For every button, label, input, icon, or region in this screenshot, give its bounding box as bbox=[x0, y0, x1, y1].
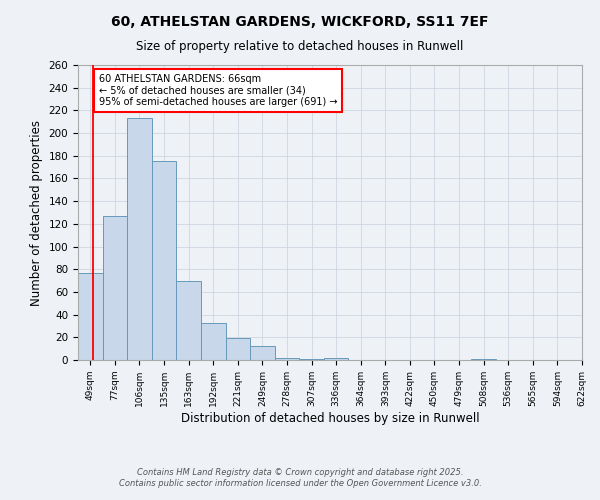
Text: Contains HM Land Registry data © Crown copyright and database right 2025.
Contai: Contains HM Land Registry data © Crown c… bbox=[119, 468, 481, 487]
Bar bbox=[152, 162, 176, 360]
Bar bbox=[275, 358, 299, 360]
Bar bbox=[324, 358, 349, 360]
Text: 60, ATHELSTAN GARDENS, WICKFORD, SS11 7EF: 60, ATHELSTAN GARDENS, WICKFORD, SS11 7E… bbox=[111, 15, 489, 29]
Bar bbox=[201, 322, 226, 360]
Bar bbox=[472, 359, 496, 360]
Bar bbox=[127, 118, 152, 360]
Bar bbox=[299, 359, 324, 360]
Y-axis label: Number of detached properties: Number of detached properties bbox=[30, 120, 43, 306]
Bar bbox=[103, 216, 127, 360]
Text: 60 ATHELSTAN GARDENS: 66sqm
← 5% of detached houses are smaller (34)
95% of semi: 60 ATHELSTAN GARDENS: 66sqm ← 5% of deta… bbox=[99, 74, 337, 108]
Text: Size of property relative to detached houses in Runwell: Size of property relative to detached ho… bbox=[136, 40, 464, 53]
X-axis label: Distribution of detached houses by size in Runwell: Distribution of detached houses by size … bbox=[181, 412, 479, 424]
Bar bbox=[176, 280, 201, 360]
Bar bbox=[250, 346, 275, 360]
Bar bbox=[226, 338, 250, 360]
Bar bbox=[78, 272, 103, 360]
